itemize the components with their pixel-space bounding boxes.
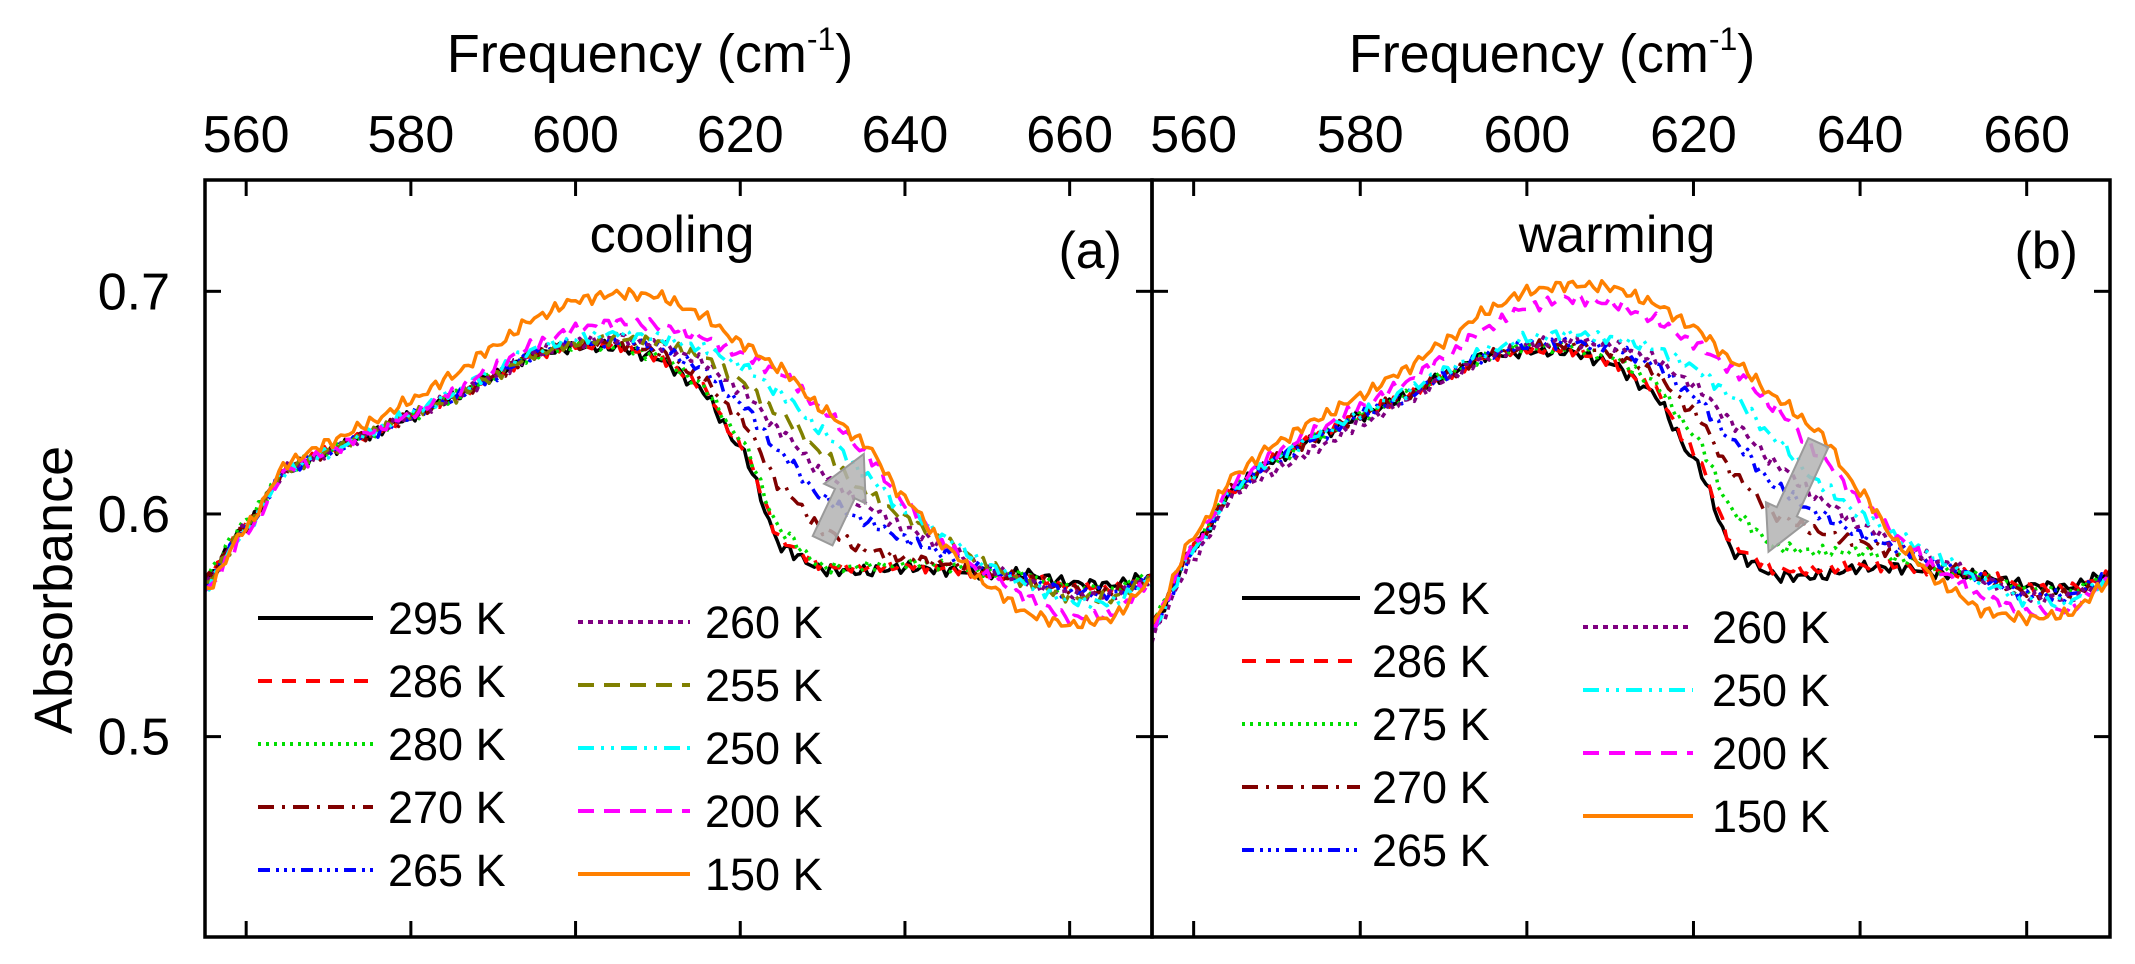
panel-b-title: warming xyxy=(1518,206,1716,264)
x-tick-label-a-620: 620 xyxy=(697,106,784,164)
trend-arrow-b-shape xyxy=(1764,436,1830,554)
panel-a-series xyxy=(205,286,1152,630)
x-tick-label-b-580: 580 xyxy=(1317,106,1404,164)
series-line-b-200-k xyxy=(1152,292,2110,628)
series-line-a-265-k xyxy=(205,333,1152,601)
legend-label-a-286-k: 286 K xyxy=(388,656,506,707)
x-tick-label-a-660: 660 xyxy=(1026,106,1113,164)
series-line-a-286-k xyxy=(205,336,1152,595)
series-line-b-150-k xyxy=(1152,279,2110,627)
x-tick-label-b-600: 600 xyxy=(1483,106,1570,164)
panel-a-tag: (a) xyxy=(1058,222,1122,280)
panel-a-title: cooling xyxy=(590,206,755,264)
x-tick-label-b-640: 640 xyxy=(1817,106,1904,164)
legend-label-a-250-k: 250 K xyxy=(705,723,823,774)
legend-label-a-200-k: 200 K xyxy=(705,786,823,837)
panel-a-legend: 295 K 286 K 280 K 270 K 265 K 260 K 255 K 250 K… xyxy=(258,593,823,900)
panel-b-arrow-down-icon xyxy=(1764,436,1830,554)
series-line-b-260-k xyxy=(1152,335,2110,643)
x-tick-label-a-600: 600 xyxy=(532,106,619,164)
y-tick-label-0.6: 0.6 xyxy=(98,486,170,544)
trend-arrow-a-shape xyxy=(811,451,867,547)
series-line-a-200-k xyxy=(205,316,1152,627)
panel-b-ticks xyxy=(1152,180,2110,937)
legend-label-a-295-k: 295 K xyxy=(388,593,506,644)
x-tick-label-a-580: 580 xyxy=(367,106,454,164)
series-line-a-150-k xyxy=(205,286,1152,630)
legend-label-a-260-k: 260 K xyxy=(705,597,823,648)
legend-label-b-275-k: 275 K xyxy=(1372,699,1490,750)
panel-a-arrow-up-icon xyxy=(811,451,867,547)
x-axis-title-b: Frequency (cm-1) xyxy=(1349,21,1756,84)
panel-b-warming: 560 580 600 620 640 660 warming (b) 295 K 286 … xyxy=(1150,106,2112,939)
legend-label-a-270-k: 270 K xyxy=(388,782,506,833)
legend-label-b-270-k: 270 K xyxy=(1372,762,1490,813)
legend-label-b-150-k: 150 K xyxy=(1712,791,1830,842)
legend-label-b-260-k: 260 K xyxy=(1712,602,1830,653)
legend-label-b-286-k: 286 K xyxy=(1372,636,1490,687)
panel-b-tag: (b) xyxy=(2014,222,2078,280)
legend-label-b-265-k: 265 K xyxy=(1372,825,1490,876)
series-line-b-286-k xyxy=(1152,340,2110,628)
series-line-a-255-k xyxy=(205,331,1152,605)
legend-label-b-250-k: 250 K xyxy=(1712,665,1830,716)
panel-a-ticks xyxy=(205,180,1152,937)
panel-b-tick-labels: 560 580 600 620 640 660 xyxy=(1150,106,2070,164)
series-line-a-295-k xyxy=(205,338,1152,593)
legend-label-a-265-k: 265 K xyxy=(388,845,506,896)
series-line-a-260-k xyxy=(205,333,1152,603)
series-line-a-270-k xyxy=(205,335,1152,599)
series-line-b-275-k xyxy=(1152,339,2110,624)
series-line-a-280-k xyxy=(205,336,1152,597)
x-axis-title-a: Frequency (cm-1) xyxy=(447,21,854,84)
panel-a-frame xyxy=(203,178,1154,939)
series-line-b-270-k xyxy=(1152,338,2110,624)
x-tick-label-b-620: 620 xyxy=(1650,106,1737,164)
panel-a-tick-labels: 560 580 600 620 640 660 0.5 0.6 0.7 xyxy=(98,106,1113,767)
y-axis-title: Absorbance xyxy=(24,446,84,734)
panel-b-frame xyxy=(1150,178,2112,939)
series-line-b-265-k xyxy=(1152,335,2110,633)
y-tick-label-0.7: 0.7 xyxy=(98,263,170,321)
legend-label-a-150-k: 150 K xyxy=(705,849,823,900)
legend-label-b-295-k: 295 K xyxy=(1372,573,1490,624)
panel-b-series xyxy=(1152,279,2110,643)
series-line-a-250-k xyxy=(205,327,1152,609)
x-tick-label-a-560: 560 xyxy=(203,106,290,164)
legend-label-a-280-k: 280 K xyxy=(388,719,506,770)
x-tick-label-b-660: 660 xyxy=(1983,106,2070,164)
panel-b-legend: 295 K 286 K 275 K 270 K 265 K 260 K 250 K 200 K… xyxy=(1242,573,1830,876)
y-tick-label-0.5: 0.5 xyxy=(98,709,170,767)
x-tick-label-b-560: 560 xyxy=(1150,106,1237,164)
x-tick-label-a-640: 640 xyxy=(862,106,949,164)
legend-label-b-200-k: 200 K xyxy=(1712,728,1830,779)
legend-label-a-255-k: 255 K xyxy=(705,660,823,711)
